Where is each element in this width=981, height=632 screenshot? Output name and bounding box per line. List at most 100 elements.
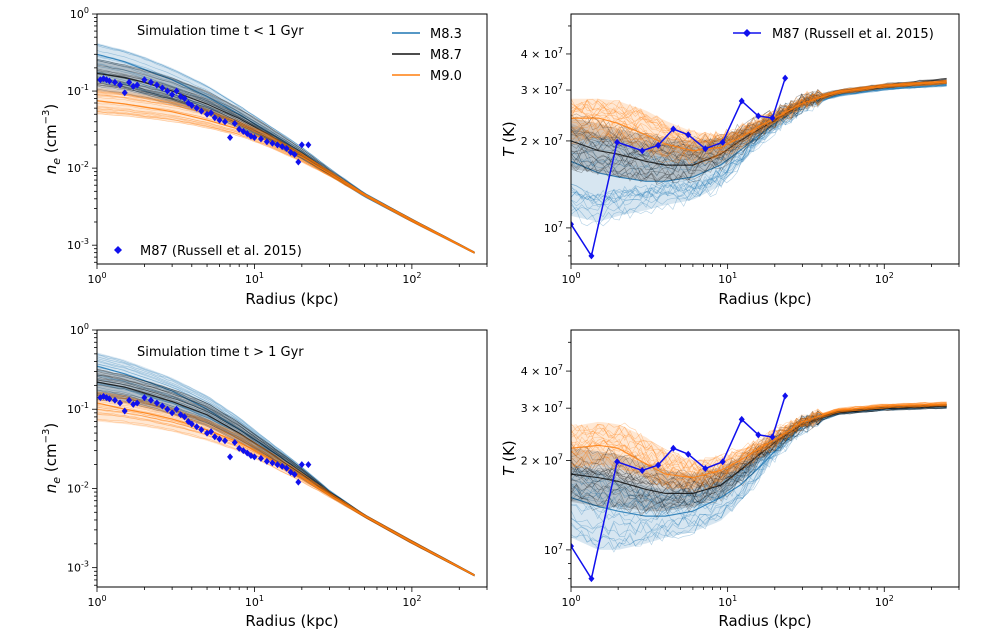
x-tick-label: 101 [718, 271, 737, 286]
series-track [97, 92, 475, 253]
series-track [571, 404, 947, 483]
plot-layer [97, 43, 475, 254]
series-track [571, 406, 947, 509]
obs-point [173, 87, 180, 95]
series-track [97, 43, 475, 253]
y-tick-label: 4 × 107 [521, 46, 563, 61]
obs-series [97, 392, 312, 486]
obs-point [198, 426, 205, 434]
series-track [97, 90, 475, 253]
obs-point [251, 453, 258, 461]
series-track [97, 386, 475, 577]
series-track [571, 81, 947, 153]
obs-point [588, 252, 595, 260]
obs-point [295, 478, 302, 486]
y-axis-label: ne (cm−3) [41, 104, 63, 174]
obs-point [164, 405, 171, 413]
obs-point [173, 405, 180, 413]
obs-point [279, 462, 286, 470]
obs-point [208, 428, 215, 436]
series-track [571, 407, 947, 550]
obs-point [685, 450, 692, 458]
series-track [97, 103, 475, 254]
series-track [571, 404, 947, 509]
obs-point [236, 444, 243, 452]
y-tick-label: 10-3 [67, 237, 89, 252]
obs-point [655, 461, 662, 469]
obs-point [147, 396, 154, 404]
axes-frame [96, 329, 488, 588]
series-track [97, 407, 475, 576]
obs-point [153, 399, 160, 407]
y-tick-label: 3 × 107 [521, 400, 563, 415]
legend-obs-marker [743, 29, 751, 37]
y-axis-label: ne (cm−3) [41, 423, 63, 493]
obs-point [685, 131, 692, 139]
obs-point [702, 145, 709, 153]
series-track [97, 360, 475, 576]
x-tick-label: 100 [87, 271, 106, 286]
series-track [571, 82, 947, 171]
series-track [571, 83, 947, 167]
series-track [571, 403, 947, 503]
series-track [97, 80, 475, 254]
series-track [571, 82, 947, 155]
plot-layer [571, 392, 947, 583]
series-track [571, 84, 947, 207]
obs-point [164, 87, 171, 95]
tick-layer: 100 101 102 100 10-1 10-2 10-3 [67, 322, 488, 609]
series-track [571, 83, 947, 159]
obs-point [269, 459, 276, 467]
x-tick-label: 102 [402, 594, 421, 609]
series-track [97, 354, 475, 575]
obs-point [571, 220, 574, 228]
series-track [571, 83, 947, 185]
series-track [571, 84, 947, 206]
series-track [571, 407, 947, 553]
series-track [571, 406, 947, 537]
obs-point [211, 114, 218, 122]
y-tick-label: 3 × 107 [521, 82, 563, 97]
series-track [97, 404, 475, 576]
y-tick-label: 10-1 [67, 401, 89, 416]
series-track [97, 363, 475, 576]
series-track [571, 80, 947, 145]
obs-point [111, 396, 118, 404]
tick-layer: 100 101 102 107 2 × 107 3 × 107 4 × 107 [521, 341, 960, 609]
legend-label-m8-3: M8.3 [430, 27, 462, 42]
y-tick-label: 10-3 [67, 560, 89, 575]
legend-label-m8-7: M8.7 [430, 48, 462, 63]
series-track [97, 374, 475, 576]
x-tick-label: 101 [718, 594, 737, 609]
series-track [571, 406, 947, 535]
series-line [571, 403, 947, 479]
series-track [97, 408, 475, 576]
obs-point [231, 439, 238, 447]
obs-point [295, 158, 302, 166]
obs-series [97, 75, 312, 166]
series-track [571, 406, 947, 536]
axes-frame [570, 329, 960, 588]
obs-point [193, 423, 200, 431]
series-track [97, 419, 475, 577]
series-band [571, 401, 947, 489]
series-track [97, 369, 475, 575]
axes-frame [96, 13, 488, 265]
series-track [571, 404, 947, 504]
obs-point [251, 133, 258, 141]
x-tick-label: 101 [245, 594, 264, 609]
series-track [97, 413, 475, 576]
series-track [97, 393, 475, 575]
series-track [97, 92, 475, 253]
obs-point [263, 138, 270, 146]
series-track [97, 107, 475, 254]
obs-point [111, 78, 118, 86]
series-track [97, 60, 475, 253]
series-track [571, 405, 947, 494]
series-track [571, 81, 947, 171]
y-tick-label: 10-2 [67, 480, 89, 495]
series-track [97, 44, 475, 253]
series-track [97, 405, 475, 576]
series-track [97, 359, 475, 576]
series-track [571, 404, 947, 488]
